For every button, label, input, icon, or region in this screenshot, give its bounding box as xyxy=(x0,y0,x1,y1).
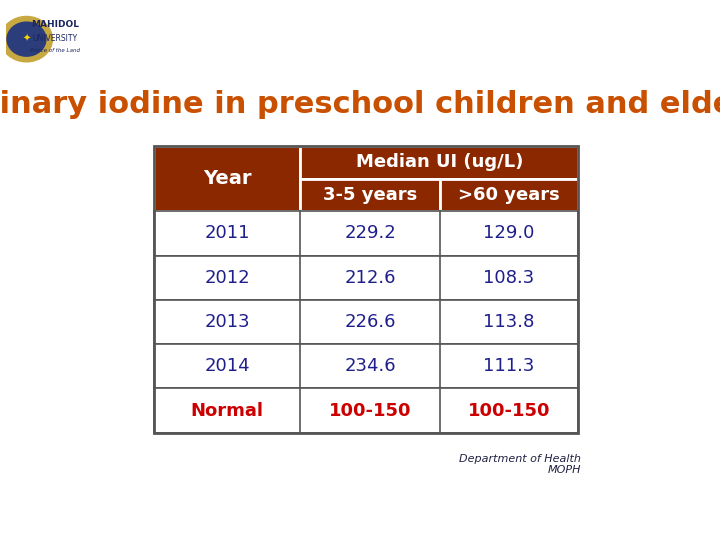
Text: 129.0: 129.0 xyxy=(483,225,535,242)
Text: Prince of the Land: Prince of the Land xyxy=(30,48,80,53)
Bar xyxy=(154,300,578,344)
Text: Department of Health
MOPH: Department of Health MOPH xyxy=(459,454,581,475)
Bar xyxy=(154,255,578,300)
Bar xyxy=(154,344,578,388)
Text: UNIVERSITY: UNIVERSITY xyxy=(32,33,78,43)
Text: MAHIDOL: MAHIDOL xyxy=(31,20,79,29)
Text: Median UI (ug/L): Median UI (ug/L) xyxy=(356,153,523,171)
Text: 234.6: 234.6 xyxy=(344,357,396,375)
Text: ✦: ✦ xyxy=(22,34,30,44)
Bar xyxy=(154,211,578,255)
Text: Urinary iodine in preschool children and elderly: Urinary iodine in preschool children and… xyxy=(0,90,720,119)
Text: 2011: 2011 xyxy=(204,225,250,242)
Bar xyxy=(154,388,578,433)
Text: 212.6: 212.6 xyxy=(344,269,396,287)
Text: 100-150: 100-150 xyxy=(329,402,411,420)
Bar xyxy=(300,146,578,179)
Text: 3-5 years: 3-5 years xyxy=(323,186,417,204)
Text: >60 years: >60 years xyxy=(458,186,559,204)
Text: 108.3: 108.3 xyxy=(483,269,534,287)
Text: 100-150: 100-150 xyxy=(468,402,550,420)
Text: 229.2: 229.2 xyxy=(344,225,396,242)
Text: 111.3: 111.3 xyxy=(483,357,535,375)
Text: 226.6: 226.6 xyxy=(344,313,396,331)
Text: 2013: 2013 xyxy=(204,313,250,331)
Text: 2014: 2014 xyxy=(204,357,250,375)
Bar xyxy=(440,179,578,211)
Bar xyxy=(154,146,578,433)
Text: 113.8: 113.8 xyxy=(483,313,535,331)
Bar xyxy=(300,179,440,211)
Text: 2012: 2012 xyxy=(204,269,250,287)
Circle shape xyxy=(7,22,46,56)
Bar xyxy=(154,146,300,211)
Text: Year: Year xyxy=(203,169,251,188)
Circle shape xyxy=(1,16,53,62)
Text: Normal: Normal xyxy=(191,402,264,420)
